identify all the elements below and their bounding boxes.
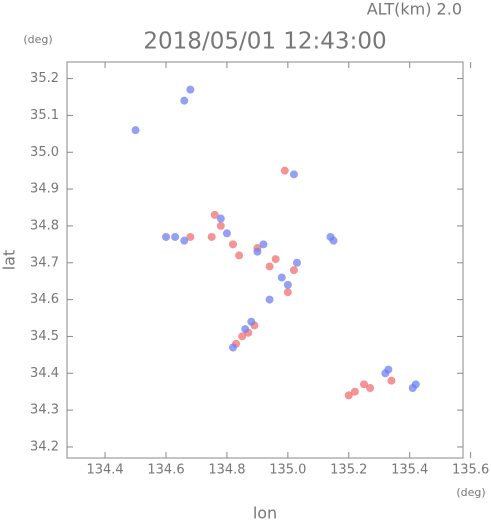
y-tick-label: 35.2 [30, 71, 59, 86]
data-point [292, 258, 301, 267]
data-point [222, 229, 231, 238]
data-point [289, 266, 298, 275]
subtitle: ALT(km) 2.0 [367, 0, 462, 19]
data-point [265, 295, 274, 304]
data-point [216, 221, 225, 230]
data-point [171, 232, 180, 241]
y-unit: (deg) [23, 33, 52, 46]
data-point [207, 232, 216, 241]
y-axis-label: lat [0, 250, 19, 271]
data-point [271, 255, 280, 264]
data-point [180, 236, 189, 245]
x-tick-label: 135.2 [330, 463, 367, 478]
data-point [238, 332, 247, 341]
x-unit: (deg) [456, 486, 485, 499]
data-point [283, 288, 292, 297]
x-axis-label: lon [253, 504, 277, 521]
x-tick-label: 135.6 [452, 463, 489, 478]
data-point [186, 85, 195, 94]
data-point [411, 380, 420, 389]
plot-frame [66, 61, 464, 459]
x-tick-label: 134.4 [86, 463, 123, 478]
y-tick-label: 35.1 [30, 108, 59, 123]
y-tick-label: 35.0 [30, 145, 59, 160]
data-point [277, 273, 286, 282]
data-point [366, 384, 375, 393]
data-point [329, 236, 338, 245]
data-point [180, 96, 189, 105]
data-point [210, 210, 219, 219]
data-point [387, 376, 396, 385]
data-point [216, 214, 225, 223]
y-tick-label: 34.2 [30, 439, 59, 454]
y-tick-label: 34.4 [30, 366, 59, 381]
x-tick-label: 135.4 [391, 463, 428, 478]
x-tick-label: 135.0 [269, 463, 306, 478]
data-point [384, 365, 393, 374]
data-point [259, 240, 268, 249]
y-tick-label: 34.3 [30, 403, 59, 418]
data-point [344, 391, 353, 400]
data-point [229, 343, 238, 352]
data-point [131, 126, 140, 135]
data-point [280, 166, 289, 175]
data-point [283, 280, 292, 289]
data-point [186, 232, 195, 241]
y-tick-label: 34.5 [30, 329, 59, 344]
data-point [162, 232, 170, 241]
x-tick-label: 134.6 [147, 463, 184, 478]
x-tick-label: 134.8 [208, 463, 245, 478]
data-point [241, 325, 250, 334]
data-point [350, 387, 359, 396]
data-point [229, 240, 238, 249]
y-tick-label: 34.7 [30, 255, 59, 270]
data-point [289, 170, 298, 179]
data-point [235, 251, 244, 260]
chart-title: 2018/05/01 12:43:00 [143, 29, 386, 55]
y-tick-label: 34.9 [30, 182, 59, 197]
y-tick-label: 34.8 [30, 218, 59, 233]
data-point [265, 262, 274, 271]
data-point [247, 317, 256, 326]
y-tick-label: 34.6 [30, 292, 59, 307]
data-point [253, 247, 262, 256]
data-point [360, 380, 368, 389]
